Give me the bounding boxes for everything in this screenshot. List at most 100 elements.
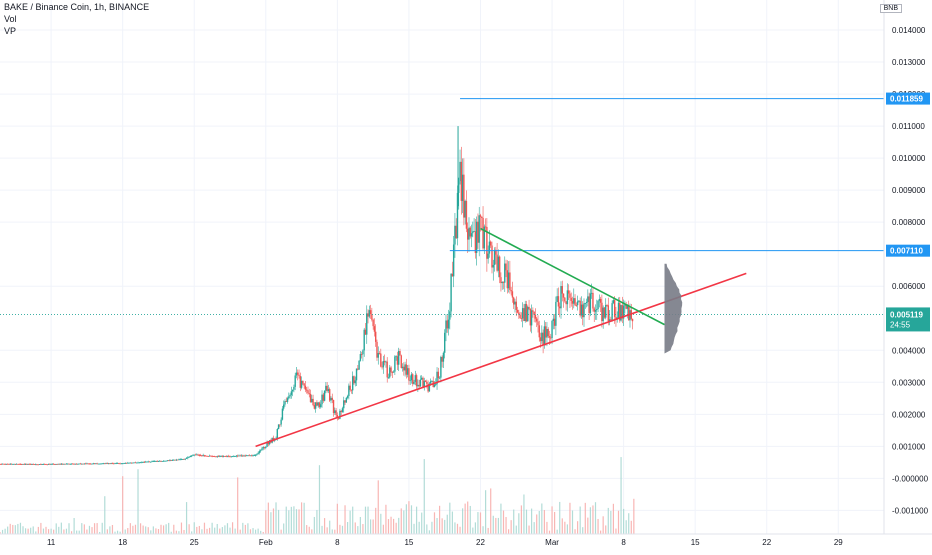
volume-bar — [579, 506, 581, 534]
candle-body — [341, 408, 344, 413]
volume-bar — [40, 522, 42, 534]
volume-bar — [546, 521, 548, 534]
volume-bar — [528, 525, 530, 534]
volume-bar — [502, 510, 505, 534]
current-price-badge — [886, 307, 930, 332]
volume-bar — [30, 527, 32, 534]
candle-body — [297, 372, 299, 375]
candle-body — [575, 305, 578, 306]
candle-body — [401, 366, 404, 368]
candle-body — [198, 455, 201, 456]
candle-body — [444, 332, 446, 353]
candle-body — [285, 401, 287, 402]
candle-body — [171, 460, 174, 461]
candle-body — [266, 442, 268, 447]
y-tick-label: -0.001000 — [892, 506, 929, 515]
candle-body — [626, 305, 629, 309]
volume-bar — [122, 476, 124, 534]
candle-body — [165, 460, 167, 462]
candle-body — [307, 390, 309, 394]
volume-bar — [306, 525, 308, 534]
candle-body — [166, 460, 169, 462]
volume-bar — [183, 529, 185, 534]
volume-bar — [500, 503, 502, 534]
candle-body — [469, 227, 471, 237]
candle-body — [205, 455, 207, 457]
candle-body — [355, 368, 358, 381]
candle-body — [84, 463, 87, 465]
candle-body — [272, 437, 275, 441]
x-tick-label: 15 — [404, 538, 413, 547]
candle-body — [537, 321, 539, 326]
volume-bar — [497, 517, 499, 534]
x-tick-label: 8 — [335, 538, 340, 547]
candle-body — [247, 455, 249, 457]
volume-bar — [477, 512, 479, 534]
candle-body — [529, 308, 532, 326]
volume-bar — [533, 522, 535, 534]
candle-body — [564, 297, 566, 302]
volume-bar — [73, 518, 75, 534]
candle-body — [447, 319, 450, 329]
candle-body — [65, 463, 68, 465]
volume-bar — [454, 522, 456, 534]
candle-body — [86, 463, 88, 465]
candle-body — [23, 463, 25, 465]
volume-bar — [331, 529, 333, 534]
candle-body — [82, 463, 84, 465]
candle-body — [530, 310, 533, 326]
candle-body — [340, 410, 342, 413]
candle-body — [378, 353, 381, 354]
candle-body — [446, 320, 448, 329]
volume-bar — [390, 516, 392, 534]
candle-body — [229, 456, 231, 458]
candle-body — [523, 308, 525, 322]
candle-body — [194, 454, 197, 456]
volume-bar — [165, 524, 167, 534]
volume-bar — [369, 519, 372, 534]
candle-body — [422, 377, 424, 388]
volume-bar — [244, 524, 246, 534]
candle-body — [159, 460, 161, 462]
candle-body — [562, 293, 565, 298]
candle-body — [193, 454, 195, 456]
candle-body — [265, 446, 267, 448]
volume-bar — [582, 527, 584, 534]
volume-bar — [93, 523, 96, 534]
currency-unit-badge[interactable]: BNB — [879, 4, 902, 13]
volume-bar — [60, 522, 62, 534]
candle-body — [92, 463, 94, 465]
candle-body — [276, 429, 279, 439]
candle-body — [435, 384, 437, 386]
level-price-label: 0.011859 — [890, 95, 923, 104]
volume-profile-label[interactable]: VP — [4, 26, 17, 36]
candle-body — [18, 463, 20, 465]
candle-body — [235, 455, 238, 457]
volume-bar — [536, 514, 538, 534]
candle-body — [450, 273, 452, 312]
candle-body — [472, 231, 474, 234]
volume-bar — [24, 528, 27, 534]
candle-body — [491, 245, 493, 268]
candle-body — [12, 463, 14, 465]
volume-indicator-label[interactable]: Vol — [4, 14, 17, 24]
candle-body — [504, 263, 506, 283]
candle-body — [327, 389, 330, 392]
candle-body — [358, 360, 360, 370]
volume-bar — [515, 525, 517, 534]
resistance-trendline[interactable] — [480, 227, 665, 326]
candle-body — [533, 311, 535, 315]
candle-body — [465, 200, 468, 229]
candle-body — [150, 461, 152, 463]
volume-bar — [283, 523, 285, 534]
candle-body — [288, 396, 290, 399]
candle-body — [6, 463, 9, 465]
candle-body — [225, 456, 227, 457]
candle-body — [421, 377, 423, 380]
candle-body — [184, 458, 186, 460]
candle-body — [396, 356, 399, 365]
candle-body — [344, 400, 346, 403]
candle-body — [497, 256, 500, 271]
candle-body — [317, 402, 319, 406]
